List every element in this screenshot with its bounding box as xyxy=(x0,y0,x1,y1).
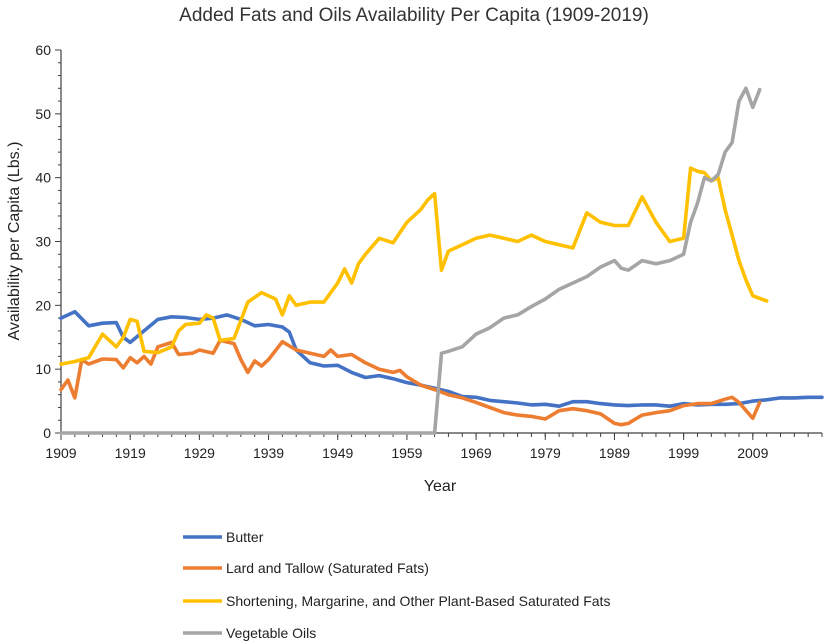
legend-label-1: Butter xyxy=(226,529,264,545)
x-axis-label: Year xyxy=(424,478,457,495)
y-tick-label: 50 xyxy=(35,106,51,122)
x-tick-label: 1939 xyxy=(253,445,284,461)
x-tick-label: 1909 xyxy=(45,445,76,461)
x-tick-label: 2009 xyxy=(737,445,768,461)
legend-label-2: Lard and Tallow (Saturated Fats) xyxy=(226,560,429,576)
series-line-3 xyxy=(59,166,769,366)
y-tick-label: 20 xyxy=(35,297,51,313)
y-axis-label: Availability per Capita (Lbs.) xyxy=(6,142,23,341)
y-tick-label: 40 xyxy=(35,170,51,186)
x-tick-label: 1979 xyxy=(530,445,561,461)
plot-area: 0 10 20 30 40 50 60 1909 1919 1929 1939 1949 1959 196… xyxy=(35,42,824,461)
y-tick-label: 0 xyxy=(43,425,51,441)
x-tick-label: 1989 xyxy=(599,445,630,461)
series-line-2 xyxy=(59,338,762,427)
legend: Butter Lard and Tallow (Saturated Fats) Sh… xyxy=(183,529,610,641)
y-tick-label: 60 xyxy=(35,42,51,58)
legend-label-4: Vegetable Oils xyxy=(226,625,316,641)
x-tick-label: 1969 xyxy=(461,445,492,461)
x-tick-label: 1999 xyxy=(668,445,699,461)
y-tick-label: 10 xyxy=(35,361,51,377)
legend-label-3: Shortening, Margarine, and Other Plant-B… xyxy=(226,593,610,609)
chart-title: Added Fats and Oils Availability Per Cap… xyxy=(179,5,649,26)
x-tick-label: 1929 xyxy=(184,445,215,461)
x-tick-label: 1959 xyxy=(391,445,422,461)
x-tick-label: 1949 xyxy=(322,445,353,461)
series-line-4 xyxy=(59,86,762,435)
x-tick-label: 1919 xyxy=(115,445,146,461)
y-tick-label: 30 xyxy=(35,234,51,250)
